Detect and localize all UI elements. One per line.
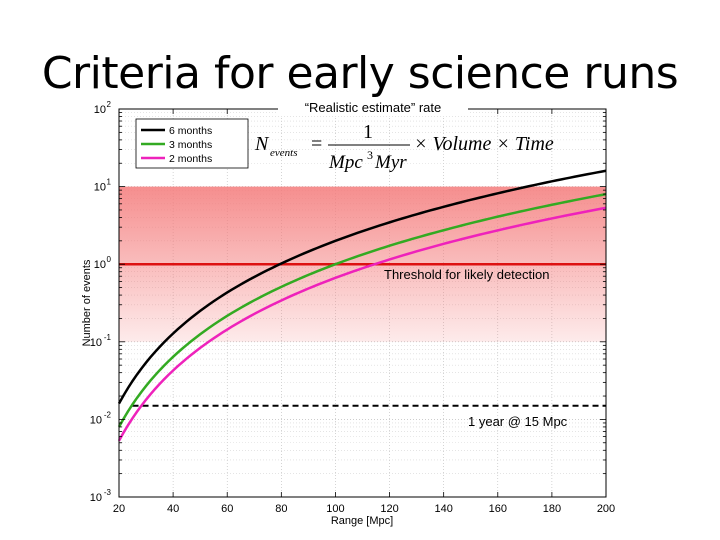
series-line-6-months bbox=[117, 169, 607, 405]
y-axis-title: Number of events bbox=[81, 259, 93, 346]
formula-numerator: 1 bbox=[363, 121, 373, 143]
formula-denominator-mpc: Mpc bbox=[328, 152, 363, 173]
x-tick-label: 40 bbox=[167, 503, 179, 515]
y-tick-label-base: 10 bbox=[90, 337, 102, 349]
y-tick-label-exponent: 0 bbox=[107, 255, 112, 264]
y-tick-label-exponent: 1 bbox=[107, 178, 112, 187]
legend-label-6-months: 6 months bbox=[169, 125, 212, 137]
formula-rhs: × Volume × Time bbox=[414, 133, 554, 155]
slide-title: Criteria for early science runs bbox=[41, 48, 679, 99]
y-tick-label-base: 10 bbox=[90, 414, 102, 426]
y-tick-label-base: 10 bbox=[94, 259, 106, 271]
rate-formula: N events = 1 Mpc 3 Myr × Volume × Time bbox=[254, 121, 554, 173]
y-tick-label-exponent: -1 bbox=[104, 333, 112, 342]
x-tick-label: 200 bbox=[597, 503, 615, 515]
formula-equals: = bbox=[311, 133, 322, 155]
threshold-label: Threshold for likely detection bbox=[384, 267, 549, 282]
x-tick-label: 80 bbox=[275, 503, 287, 515]
formula-denominator-exponent: 3 bbox=[367, 148, 373, 162]
legend-label-2-months: 2 months bbox=[169, 153, 212, 165]
chart-title: “Realistic estimate” rate bbox=[305, 100, 442, 115]
legend-label-3-months: 3 months bbox=[169, 139, 212, 151]
y-tick-label-exponent: 2 bbox=[107, 100, 112, 109]
formula-lhs-subscript: events bbox=[270, 147, 297, 159]
series-line-3-months bbox=[117, 192, 607, 428]
y-tick-label-exponent: -2 bbox=[104, 410, 112, 419]
y-tick-label-base: 10 bbox=[94, 182, 106, 194]
x-tick-label: 180 bbox=[543, 503, 561, 515]
legend: 6 months 3 months 2 months bbox=[135, 118, 249, 169]
chart-title-bg bbox=[278, 98, 468, 116]
x-tick-label: 120 bbox=[380, 503, 398, 515]
x-tick-label: 20 bbox=[113, 503, 125, 515]
series-line-2-months bbox=[117, 206, 607, 442]
x-tick-label: 140 bbox=[434, 503, 452, 515]
y-tick-label-exponent: -3 bbox=[104, 488, 112, 497]
x-tick-label: 100 bbox=[326, 503, 344, 515]
y-tick-label-base: 10 bbox=[90, 492, 102, 504]
reference-label: 1 year @ 15 Mpc bbox=[468, 414, 568, 429]
x-tick-label: 60 bbox=[221, 503, 233, 515]
x-axis-title: Range [Mpc] bbox=[331, 515, 393, 527]
formula-denominator-myr: Myr bbox=[374, 152, 407, 173]
formula-lhs: N bbox=[254, 133, 270, 155]
y-tick-label-base: 10 bbox=[94, 104, 106, 116]
x-tick-label: 160 bbox=[489, 503, 507, 515]
